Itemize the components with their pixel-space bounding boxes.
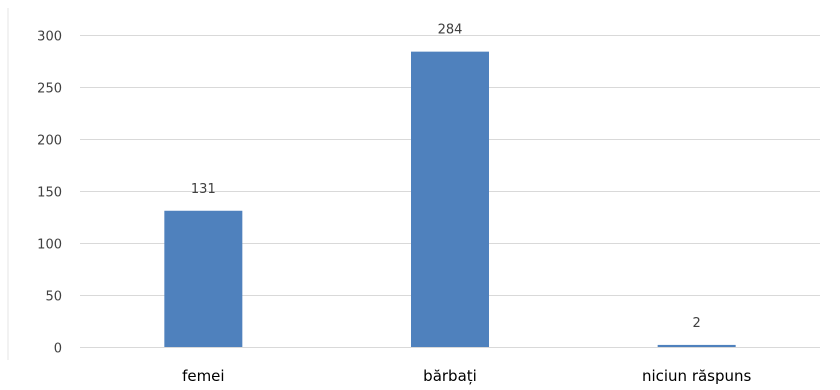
- bar: [164, 210, 243, 347]
- x-tick-label: niciun răspuns: [642, 367, 752, 385]
- bar: [657, 344, 736, 347]
- x-axis-ticks: femei bărbați niciun răspuns: [182, 367, 751, 385]
- y-tick-label: 100: [37, 238, 62, 253]
- bar: [411, 51, 489, 347]
- y-tick-label: 50: [45, 290, 62, 305]
- y-axis-ticks: 0 50 100 150 200 250 300: [37, 30, 62, 357]
- data-label: 2: [693, 316, 701, 331]
- x-tick-label: bărbați: [423, 367, 477, 385]
- data-label: 131: [191, 182, 216, 197]
- data-label: 284: [438, 23, 463, 38]
- x-tick-label: femei: [182, 367, 225, 385]
- y-tick-label: 200: [37, 134, 62, 149]
- y-tick-label: 0: [54, 342, 62, 357]
- bars: [164, 51, 736, 347]
- y-tick-label: 250: [37, 82, 62, 97]
- data-labels: 131 284 2: [191, 23, 701, 331]
- y-tick-label: 300: [37, 30, 62, 45]
- y-tick-label: 150: [37, 186, 62, 201]
